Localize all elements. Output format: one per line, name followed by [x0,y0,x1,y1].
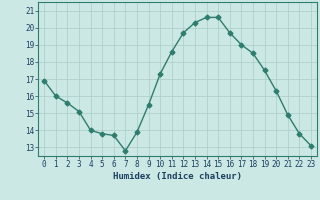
X-axis label: Humidex (Indice chaleur): Humidex (Indice chaleur) [113,172,242,181]
